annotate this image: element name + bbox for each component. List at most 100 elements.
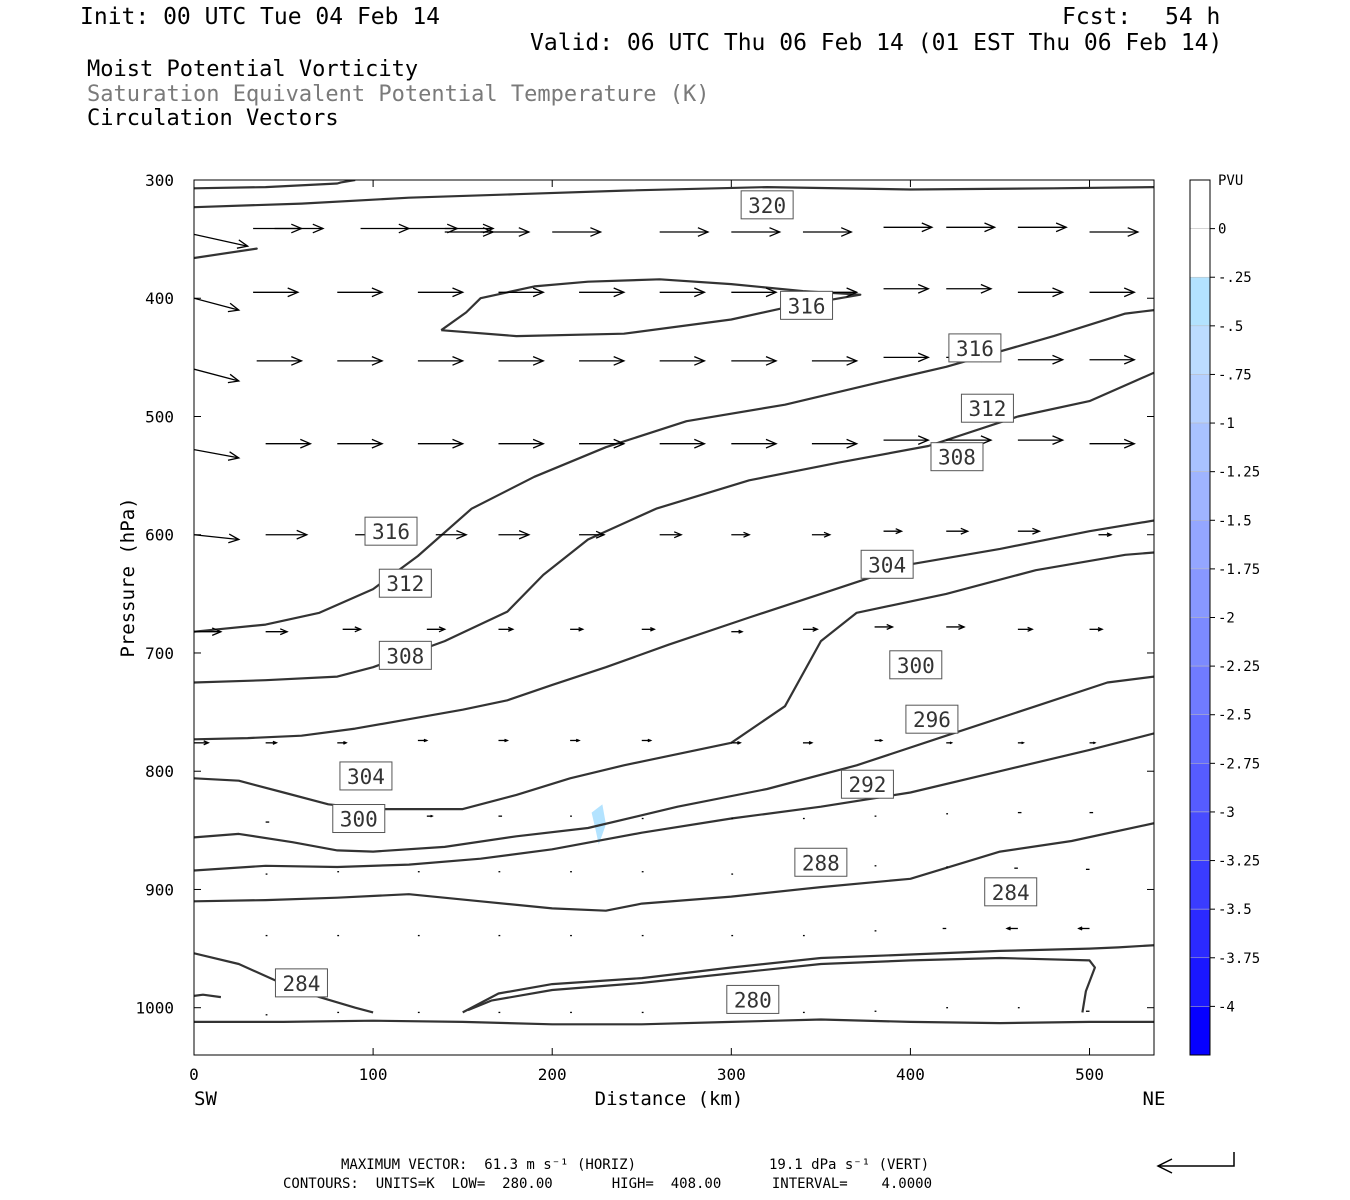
colorbar-swatch [1189, 471, 1211, 521]
svg-text:308: 308 [938, 446, 976, 470]
colorbar-swatch [1189, 957, 1211, 1007]
circulation-vector [194, 233, 250, 249]
circulation-vector [579, 530, 606, 539]
circulation-vector [1098, 532, 1113, 537]
contour-label-312: 312 [960, 393, 1014, 423]
contour-label-292: 292 [840, 769, 894, 799]
circulation-vector [194, 740, 210, 746]
isentrope-296-13 [194, 732, 1154, 872]
circulation-vector [883, 435, 930, 445]
contour-label-300: 300 [889, 650, 943, 680]
circulation-vector [731, 438, 778, 449]
circulation-vector [659, 531, 683, 539]
circulation-vector [417, 287, 465, 298]
colorbar-label: -1.25 [1218, 465, 1260, 481]
colorbar-swatch [1189, 714, 1211, 764]
svg-text:312: 312 [386, 572, 424, 596]
circulation-vector [731, 531, 751, 538]
colorbar-label: -.25 [1218, 270, 1252, 286]
contour-label-316: 316 [364, 516, 418, 546]
circulation-vector [360, 223, 411, 234]
circulation-vector [337, 438, 384, 449]
y-tick-label: 400 [145, 289, 174, 308]
colorbar-label: -3.5 [1218, 902, 1252, 918]
circulation-vector [641, 738, 653, 743]
colorbar-swatch [1189, 179, 1211, 229]
circulation-vector [1089, 438, 1136, 449]
colorbar-swatch [1189, 228, 1211, 278]
isentrope-320-0 [194, 186, 1154, 209]
colorbar-label: -3.75 [1218, 951, 1260, 967]
circulation-vector [337, 287, 384, 298]
colorbar-swatch [1189, 276, 1211, 327]
circulation-vector [731, 227, 782, 237]
circulation-vector [498, 626, 515, 632]
forecast-hour: 54 h [1165, 4, 1221, 30]
isentrope-308-7 [194, 519, 1154, 741]
svg-text:304: 304 [347, 765, 385, 789]
footer-max-vector-vert: 19.1 dPa s⁻¹ (VERT) [769, 1157, 930, 1173]
x-tick-label: 500 [1075, 1065, 1104, 1084]
circulation-vector [570, 626, 585, 632]
circulation-vector [1017, 354, 1065, 365]
isentrope-304-9 [194, 551, 1154, 811]
circulation-vector [1089, 287, 1136, 298]
circulation-vector [426, 814, 434, 818]
circulation-vector [498, 438, 545, 449]
svg-text:316: 316 [372, 520, 410, 544]
circulation-vector [946, 623, 966, 630]
colorbar-swatch [1189, 617, 1211, 667]
circulation-vector [811, 438, 859, 449]
field-title-vectors: Circulation Vectors [87, 106, 339, 131]
contour-label-316: 316 [948, 333, 1002, 363]
contour-label-280: 280 [726, 984, 780, 1014]
circulation-vector [435, 530, 468, 540]
svg-text:292: 292 [848, 773, 886, 797]
colorbar-swatch [1189, 325, 1211, 375]
circulation-vector [337, 741, 348, 745]
colorbar-label: -1 [1218, 416, 1235, 432]
colorbar-swatch [1189, 763, 1211, 813]
reference-vector-line [1158, 1152, 1235, 1167]
circulation-vector [946, 527, 970, 535]
circulation-vector [274, 223, 325, 234]
colorbar-swatch [1189, 665, 1211, 715]
circulation-vector [1017, 287, 1065, 298]
colorbar-swatch [1189, 422, 1211, 472]
plot-frame [193, 179, 1155, 1056]
svg-text:300: 300 [340, 808, 378, 832]
isentrope-316-3 [194, 247, 258, 260]
reference-vector-head [1156, 1158, 1173, 1174]
circulation-vector [194, 627, 223, 636]
circulation-vector [1089, 626, 1104, 632]
circulation-vector [811, 356, 859, 366]
circulation-vector [265, 628, 289, 636]
circulation-vector [579, 287, 626, 298]
circulation-vector [731, 287, 778, 298]
colorbar-label: -2.5 [1218, 708, 1252, 724]
circulation-vector [265, 740, 279, 745]
circulation-vector [265, 529, 309, 540]
circulation-vector [579, 438, 626, 449]
circulation-vector [659, 438, 707, 449]
circulation-vector [1077, 926, 1090, 931]
isentrope-316-2 [440, 278, 862, 338]
colorbar-units: PVU [1218, 173, 1243, 189]
circulation-vector [883, 528, 904, 535]
reference-vector [1156, 1152, 1235, 1174]
circulation-vector [946, 741, 954, 745]
circulation-vector [579, 356, 626, 366]
svg-text:284: 284 [992, 881, 1030, 905]
x-end-label-ne: NE [1143, 1088, 1166, 1110]
plot-area [194, 180, 1154, 1026]
colorbar-label: -2 [1218, 611, 1235, 627]
x-end-label-sw: SW [194, 1088, 217, 1110]
colorbar-label: -1.5 [1218, 513, 1252, 529]
colorbar-swatch [1189, 811, 1211, 861]
circulation-vector [337, 356, 384, 366]
contour-label-312: 312 [378, 568, 432, 598]
circulation-vector [1089, 227, 1140, 237]
circulation-vector [552, 227, 603, 237]
footer-max-vector: MAXIMUM VECTOR: 61.3 m s⁻¹ (HORIZ) [341, 1157, 637, 1173]
